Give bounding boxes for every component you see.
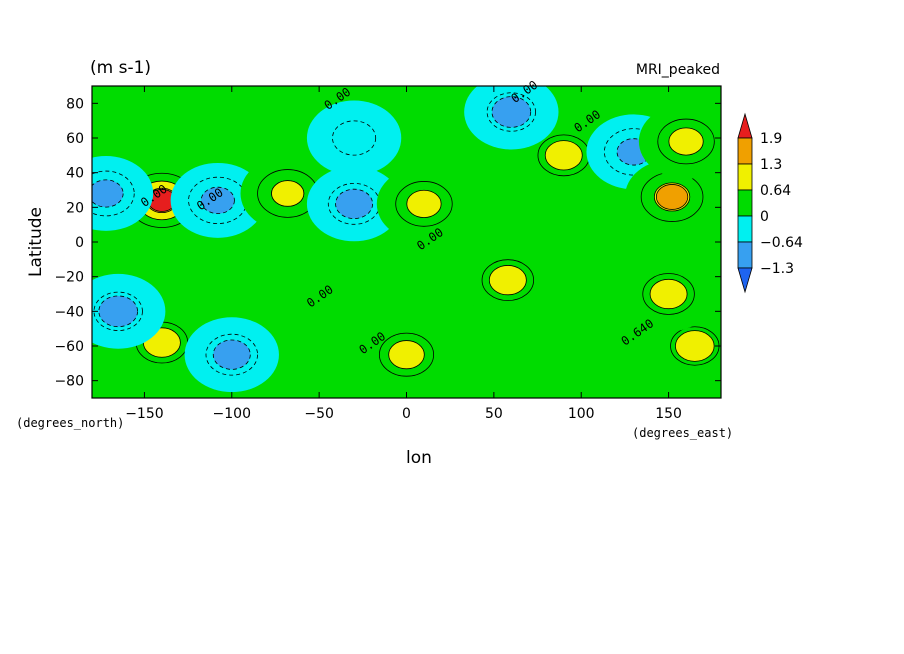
x-tick-label: 0 <box>402 406 411 422</box>
colorbar-label: −0.64 <box>760 235 803 251</box>
feature-band <box>98 295 138 328</box>
feature-13 <box>184 317 279 393</box>
feature-band <box>488 265 527 296</box>
x-tick-label: 100 <box>568 406 595 422</box>
colorbar: 1.9 1.3 0.64 0 −0.64 −1.3 <box>737 112 803 294</box>
colorbar-label: 0.64 <box>760 183 791 199</box>
feature-1 <box>92 156 154 231</box>
feature-band <box>649 278 688 310</box>
colorbar-label: 1.9 <box>760 131 782 147</box>
feature-4 <box>306 166 402 242</box>
y-axis-units: (degrees_north) <box>16 416 125 430</box>
feature-18 <box>306 100 402 176</box>
feature-band <box>332 120 377 156</box>
feature-band <box>388 340 425 370</box>
colorbar-box <box>737 137 753 165</box>
x-tick-label: 150 <box>655 406 682 422</box>
feature-band <box>200 186 235 214</box>
x-axis-units: (degrees_east) <box>632 426 734 440</box>
colorbar-box <box>737 241 753 269</box>
feature-5 <box>376 166 472 242</box>
y-axis-title: Latitude <box>26 207 46 277</box>
x-axis-title: lon <box>406 448 432 468</box>
feature-band <box>544 140 583 171</box>
y-tick-label: 40 <box>66 166 84 182</box>
feature-band <box>675 330 715 362</box>
colorbar-label: 0 <box>760 209 769 225</box>
feature-band <box>491 96 532 128</box>
colorbar-box <box>737 215 753 243</box>
feature-band <box>212 339 251 370</box>
colorbar-bottom-arrow <box>737 267 753 294</box>
y-tick-label: −80 <box>54 374 84 390</box>
feature-band <box>406 189 442 218</box>
units-label: (m s-1) <box>90 58 152 78</box>
feature-band <box>335 188 374 219</box>
colorbar-label: −1.3 <box>760 261 794 277</box>
y-tick-label: −40 <box>54 304 84 320</box>
feature-6 <box>460 242 556 318</box>
y-axis: 80 60 40 20 0 −20 −40 −60 −80 <box>54 96 721 390</box>
feature-14 <box>92 273 166 349</box>
colorbar-top-arrow <box>737 112 753 139</box>
feature-17 <box>464 86 559 150</box>
feature-band <box>92 179 124 208</box>
model-name: MRI_peaked <box>635 62 720 78</box>
x-tick-label: −50 <box>304 406 334 422</box>
feature-16 <box>621 256 716 332</box>
y-tick-label: 0 <box>75 235 84 251</box>
x-axis: −150 −100 −50 0 50 100 150 <box>125 86 682 422</box>
colorbar-box <box>737 163 753 191</box>
y-tick-label: −20 <box>54 270 84 286</box>
feature-10 <box>638 104 721 179</box>
feature-band <box>655 184 689 210</box>
feature-9 <box>624 159 720 235</box>
y-tick-label: −60 <box>54 339 84 355</box>
feature-band <box>668 127 704 156</box>
wind-field <box>92 86 721 398</box>
colorbar-box <box>737 189 753 217</box>
y-tick-label: 80 <box>66 96 84 112</box>
feature-2 <box>170 162 265 238</box>
feature-11 <box>359 317 454 393</box>
colorbar-label: 1.3 <box>760 157 782 173</box>
y-tick-label: 60 <box>66 131 84 147</box>
x-tick-label: −150 <box>125 406 163 422</box>
feature-band <box>271 180 305 207</box>
x-tick-label: 50 <box>485 406 503 422</box>
x-tick-label: −100 <box>213 406 251 422</box>
y-tick-label: 20 <box>66 200 84 216</box>
